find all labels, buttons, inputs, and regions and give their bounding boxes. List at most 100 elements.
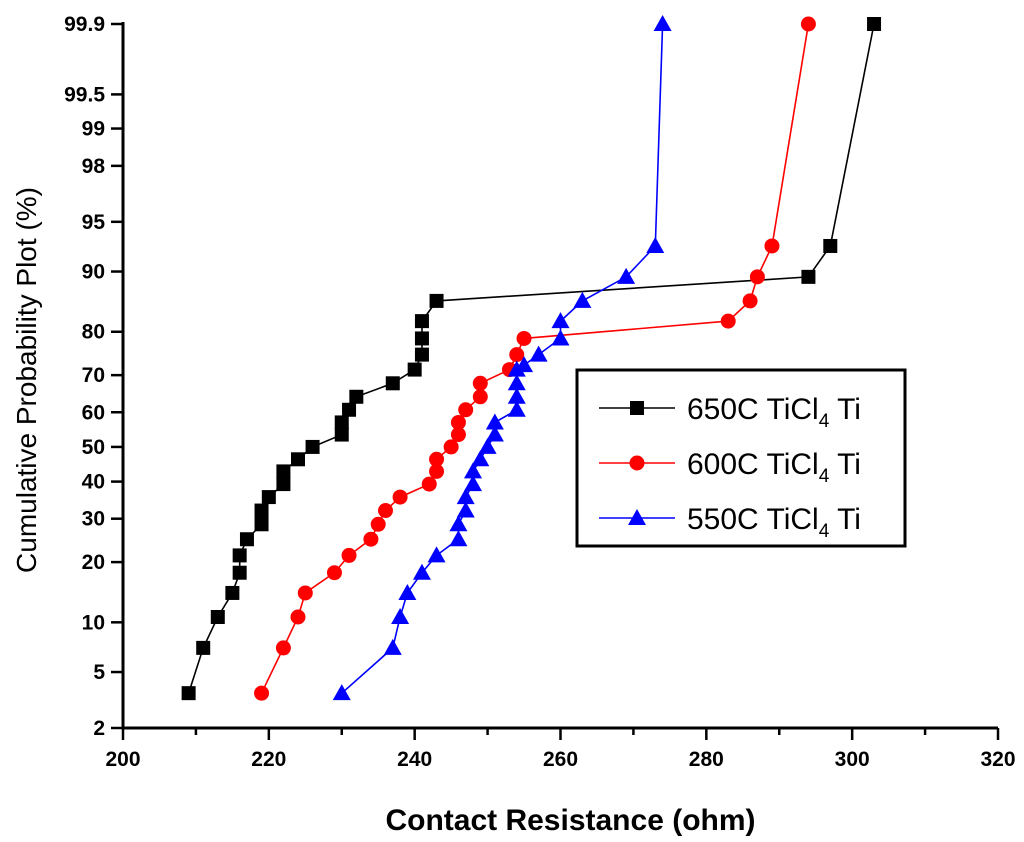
data-point bbox=[800, 16, 816, 32]
legend-marker bbox=[628, 509, 646, 525]
y-tick-label: 90 bbox=[82, 261, 105, 284]
data-point bbox=[232, 565, 247, 580]
legend-label: 600C TiCl4 Ti bbox=[687, 448, 861, 487]
data-point bbox=[290, 609, 306, 625]
data-point bbox=[507, 387, 526, 404]
data-point bbox=[551, 312, 570, 329]
data-point bbox=[225, 585, 240, 600]
data-point bbox=[472, 389, 488, 405]
y-tick-label: 60 bbox=[82, 401, 105, 424]
y-tick-label: 40 bbox=[82, 471, 105, 494]
data-point bbox=[509, 347, 525, 363]
legend-item: 600C TiCl4 Ti bbox=[599, 448, 861, 487]
series-line bbox=[341, 23, 664, 694]
data-point bbox=[326, 565, 342, 581]
data-point bbox=[429, 293, 444, 308]
data-point bbox=[370, 516, 386, 532]
data-point bbox=[450, 427, 466, 443]
data-point bbox=[276, 477, 291, 492]
data-point bbox=[181, 686, 196, 701]
y-tick-label: 20 bbox=[82, 551, 105, 574]
data-point bbox=[478, 437, 497, 454]
y-tick-label: 99.5 bbox=[64, 83, 105, 106]
data-point bbox=[485, 425, 504, 442]
x-tick-label: 220 bbox=[251, 748, 286, 771]
x-axis-ticks: 200 220 240 260 280 300 320 bbox=[105, 728, 1016, 771]
y-tick-label: 2 bbox=[93, 717, 105, 740]
series-layer bbox=[181, 15, 882, 701]
data-point bbox=[449, 530, 468, 547]
x-tick-label: 240 bbox=[397, 748, 432, 771]
y-tick-label: 30 bbox=[82, 508, 105, 531]
data-point bbox=[378, 503, 393, 519]
data-point bbox=[742, 293, 758, 309]
legend-item: 550C TiCl4 Ti bbox=[599, 503, 861, 542]
series-circle bbox=[254, 16, 816, 701]
x-tick-label: 320 bbox=[980, 748, 1015, 771]
data-point bbox=[450, 414, 466, 430]
series-triangle bbox=[332, 15, 672, 701]
y-tick-label: 99.9 bbox=[64, 13, 105, 36]
data-point bbox=[507, 360, 526, 377]
data-point bbox=[414, 314, 429, 329]
data-point bbox=[305, 439, 320, 454]
x-tick-label: 200 bbox=[105, 748, 140, 771]
data-point bbox=[867, 17, 882, 31]
data-point bbox=[646, 236, 665, 253]
data-point bbox=[196, 640, 211, 655]
data-point bbox=[429, 451, 445, 467]
data-point bbox=[407, 362, 422, 377]
series-line bbox=[187, 23, 875, 694]
data-point bbox=[464, 462, 482, 479]
data-point bbox=[749, 269, 765, 285]
data-point bbox=[456, 488, 475, 505]
data-point bbox=[472, 375, 488, 391]
legend-label: 550C TiCl4 Ti bbox=[687, 503, 861, 542]
data-point bbox=[341, 547, 357, 563]
y-tick-label: 98 bbox=[82, 155, 106, 178]
data-point bbox=[276, 464, 291, 479]
legend-marker bbox=[629, 455, 645, 471]
data-point bbox=[332, 684, 351, 701]
data-point bbox=[720, 313, 736, 329]
data-point bbox=[342, 402, 357, 417]
data-point bbox=[254, 517, 269, 532]
data-point bbox=[297, 585, 313, 601]
x-tick-label: 260 bbox=[543, 748, 578, 771]
data-point bbox=[334, 415, 349, 430]
data-point bbox=[239, 532, 254, 547]
data-point bbox=[421, 476, 437, 492]
x-tick-label: 300 bbox=[835, 748, 870, 771]
legend-marker bbox=[630, 401, 644, 415]
data-point bbox=[334, 427, 349, 442]
data-point bbox=[801, 269, 816, 284]
data-point bbox=[412, 563, 431, 580]
y-tick-label: 10 bbox=[82, 611, 105, 634]
data-point bbox=[349, 389, 364, 404]
x-tick-label: 280 bbox=[689, 748, 724, 771]
data-point bbox=[414, 347, 429, 362]
data-point bbox=[414, 331, 429, 346]
series-square bbox=[181, 17, 882, 701]
data-point bbox=[551, 329, 570, 346]
y-tick-label: 50 bbox=[82, 436, 105, 459]
data-point bbox=[210, 609, 225, 624]
y-axis-label: Cumulative Probability Plot (%) bbox=[11, 187, 42, 573]
data-point bbox=[823, 238, 838, 253]
y-tick-label: 80 bbox=[82, 321, 105, 344]
data-point bbox=[458, 402, 474, 418]
legend-item: 650C TiCl4 Ti bbox=[599, 393, 861, 432]
data-point bbox=[429, 463, 445, 479]
data-point bbox=[254, 685, 270, 701]
y-tick-label: 5 bbox=[93, 661, 105, 684]
data-point bbox=[573, 291, 592, 308]
y-tick-label: 95 bbox=[82, 211, 106, 234]
legend: 650C TiCl4 Ti 600C TiCl4 Ti 550C TiCl4 Ti bbox=[575, 368, 907, 548]
data-point bbox=[254, 503, 269, 518]
data-point bbox=[456, 501, 475, 518]
data-point bbox=[391, 607, 410, 624]
data-point bbox=[515, 356, 534, 373]
data-point bbox=[291, 452, 305, 467]
data-point bbox=[275, 640, 291, 656]
